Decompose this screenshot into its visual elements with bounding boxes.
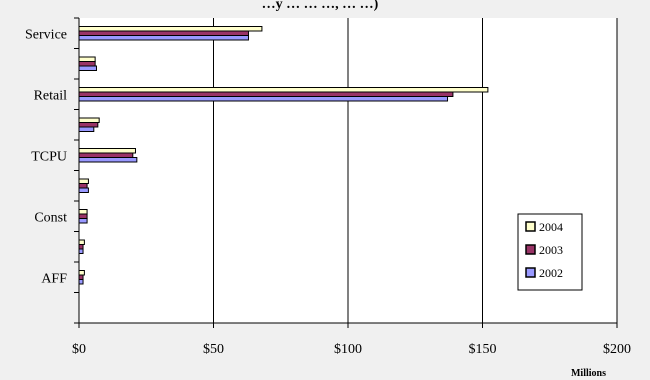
bars bbox=[78, 26, 489, 285]
legend-label: 2003 bbox=[539, 243, 563, 257]
legend: 2004 2003 2002 bbox=[517, 213, 583, 291]
category-label: AFF bbox=[41, 271, 67, 286]
bar-2004-5 bbox=[78, 178, 89, 184]
x-unit-label: Millions bbox=[571, 368, 606, 379]
legend-swatch-2004 bbox=[525, 221, 536, 232]
category-label: Const bbox=[34, 210, 67, 225]
bar-2004-7 bbox=[78, 239, 85, 245]
category-label: TCPU bbox=[31, 149, 67, 164]
bar-2002-3 bbox=[78, 126, 95, 132]
bar-2004-4 bbox=[78, 148, 136, 154]
axes bbox=[74, 17, 618, 328]
bar-2004-2 bbox=[78, 87, 489, 93]
x-tick-label: $100 bbox=[334, 342, 362, 357]
bar-2002-1 bbox=[78, 65, 97, 71]
bar-2003-7 bbox=[78, 244, 84, 250]
bar-2003-5 bbox=[78, 183, 88, 189]
bar-2003-3 bbox=[78, 122, 99, 128]
x-tick-label: $200 bbox=[603, 342, 631, 357]
legend-swatch-2002 bbox=[525, 267, 536, 278]
chart-title-partial: …y … … …, … …) bbox=[262, 0, 379, 12]
bar-2003-0 bbox=[78, 30, 249, 36]
bar-2002-0 bbox=[78, 35, 249, 41]
bar-2003-4 bbox=[78, 152, 134, 158]
bar-2002-2 bbox=[78, 96, 449, 102]
bar-2004-8 bbox=[78, 270, 85, 276]
bar-2003-2 bbox=[78, 91, 454, 97]
bar-2003-8 bbox=[78, 274, 84, 280]
x-tick-label: $50 bbox=[203, 342, 224, 357]
bar-2004-3 bbox=[78, 117, 100, 123]
bar-2002-8 bbox=[78, 279, 84, 285]
bar-2004-6 bbox=[78, 209, 88, 215]
bar-2002-4 bbox=[78, 157, 138, 163]
legend-swatch-2003 bbox=[525, 244, 536, 255]
category-labels: Service Retail TCPU Const AFF bbox=[25, 27, 67, 286]
legend-label: 2004 bbox=[539, 220, 563, 234]
legend-label: 2002 bbox=[539, 266, 563, 280]
bar-2004-0 bbox=[78, 26, 263, 32]
bar-2002-6 bbox=[78, 218, 88, 224]
bar-2002-7 bbox=[78, 248, 84, 254]
bar-2002-5 bbox=[78, 187, 89, 193]
category-label: Retail bbox=[34, 88, 68, 103]
x-tick-labels: $0 $50 $100 $150 $200 bbox=[72, 342, 631, 357]
category-label: Service bbox=[25, 27, 67, 42]
x-tick-label: $150 bbox=[469, 342, 497, 357]
bar-2003-1 bbox=[78, 61, 96, 67]
bar-2003-6 bbox=[78, 213, 88, 219]
gridlines bbox=[213, 18, 618, 323]
x-tick-label: $0 bbox=[72, 342, 86, 357]
bar-2004-1 bbox=[78, 56, 96, 62]
